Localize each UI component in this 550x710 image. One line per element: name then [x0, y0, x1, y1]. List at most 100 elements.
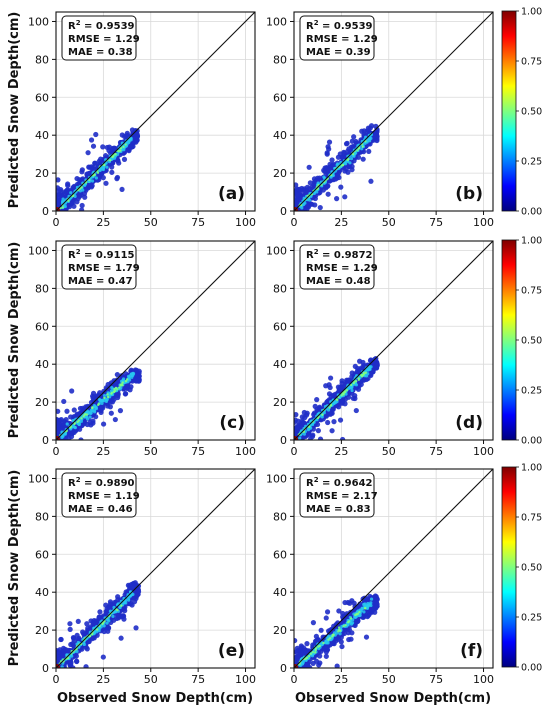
y-tick-label: 100 — [28, 244, 49, 257]
scatter-point — [334, 663, 340, 668]
scatter-point — [320, 187, 326, 193]
scatter-point — [318, 644, 321, 648]
x-tick-label: 75 — [429, 445, 443, 458]
scatter-point — [61, 199, 65, 203]
scatter-point — [332, 634, 335, 637]
scatter-point — [129, 144, 135, 150]
panel-label: (a) — [218, 184, 245, 204]
stat-r2: R2 = 0.9890 — [68, 476, 135, 489]
scatter-point — [90, 633, 94, 636]
scatter-point — [65, 422, 69, 426]
scatter-point — [122, 145, 125, 149]
scatter-point — [331, 161, 337, 167]
y-tick-label: 60 — [35, 320, 49, 333]
scatter-point — [361, 145, 364, 148]
scatter-point — [79, 202, 85, 209]
scatter-point — [349, 617, 353, 620]
scatter-point — [360, 156, 366, 162]
scatter-point — [342, 625, 345, 628]
scatter-point — [368, 178, 374, 184]
x-tick-label: 50 — [144, 445, 158, 458]
scatter-point — [321, 413, 324, 416]
y-tick-label: 0 — [280, 662, 287, 675]
scatter-point — [102, 393, 107, 398]
scatter-point — [338, 184, 344, 190]
scatter-point — [317, 660, 323, 666]
scatter-point — [314, 397, 320, 403]
scatter-point — [323, 653, 329, 659]
scatter-point — [61, 398, 67, 405]
scatter-point — [120, 383, 123, 386]
scatter-point — [65, 181, 71, 187]
colorbar-tick-label: 0.25 — [521, 613, 542, 624]
scatter-point — [112, 599, 118, 605]
colorbar-gradient — [501, 466, 517, 668]
scatter-point — [133, 378, 139, 384]
plot-frame — [293, 11, 494, 212]
scatter-point — [336, 608, 342, 614]
scatter-point — [304, 641, 310, 647]
scatter-point — [337, 630, 340, 633]
y-tick-label: 0 — [280, 434, 287, 447]
scatter-point — [347, 157, 350, 161]
scatter-point — [302, 202, 306, 207]
scatter-point — [120, 604, 123, 607]
scatter-point — [328, 375, 334, 381]
scatter-point — [355, 613, 358, 616]
stat-rmse: RMSE = 1.29 — [68, 34, 140, 45]
scatter-point — [88, 415, 92, 419]
scatter-point — [316, 416, 320, 420]
scatter-point — [60, 665, 64, 668]
stat-mae: MAE = 0.47 — [68, 276, 133, 287]
stat-mae: MAE = 0.39 — [306, 47, 371, 58]
scatter-point — [118, 386, 121, 389]
scatter-point — [294, 428, 298, 434]
scatter-point — [353, 615, 357, 619]
scatter-point — [56, 424, 59, 430]
scatter-point — [298, 643, 304, 649]
scatter-point — [328, 406, 331, 409]
scatter-point — [313, 633, 319, 639]
colorbar-tick-label: 1.00 — [521, 236, 542, 247]
scatter-point — [304, 184, 311, 190]
stat-r2: R2 = 0.9539 — [68, 19, 135, 32]
y-tick-label: 0 — [42, 205, 49, 218]
y-tick-label: 100 — [28, 15, 49, 28]
colorbar-tick-label: 0.75 — [521, 286, 542, 297]
scatter-point — [348, 636, 354, 642]
scatter-point — [343, 141, 350, 147]
colorbar: 0.00 0.25 0.50 0.75 1.00 — [501, 7, 542, 218]
stat-r2: R2 = 0.9642 — [306, 476, 373, 489]
scatter-point — [115, 615, 122, 621]
colorbar: 0.00 0.25 0.50 0.75 1.00 — [501, 463, 542, 674]
scatter-point — [76, 420, 79, 424]
scatter-point — [98, 399, 102, 403]
scatter-point — [314, 648, 317, 652]
scatter-point — [312, 202, 318, 208]
scatter-point — [314, 647, 318, 650]
x-tick-label: 50 — [144, 216, 158, 229]
y-tick-label: 60 — [273, 548, 287, 561]
colorbar-gradient — [501, 239, 517, 441]
scatter-point — [111, 614, 115, 618]
scatter-point — [59, 193, 65, 199]
scatter-point — [325, 191, 331, 197]
scatter-point — [351, 153, 355, 156]
scatter-point — [127, 598, 131, 602]
scatter-point — [109, 159, 112, 162]
scatter-point — [112, 416, 118, 423]
scatter-point — [310, 620, 316, 626]
colorbar-tick-label: 0.00 — [521, 663, 542, 674]
plot-frame — [293, 240, 494, 441]
scatter-panel: 0 25 50 75 100 0 20 40 60 80 100 R2 = 0.9539 RMSE = … — [28, 11, 256, 229]
y-tick-label: 20 — [35, 396, 49, 409]
scatter-point — [74, 411, 80, 417]
scatter-point — [119, 147, 123, 150]
y-tick-label: 20 — [35, 624, 49, 637]
scatter-point — [60, 419, 66, 425]
y-tick-label: 80 — [273, 53, 287, 66]
x-tick-label: 100 — [235, 445, 256, 458]
x-tick-label: 75 — [191, 673, 205, 686]
scatter-point — [97, 609, 103, 615]
scatter-point — [83, 664, 89, 668]
